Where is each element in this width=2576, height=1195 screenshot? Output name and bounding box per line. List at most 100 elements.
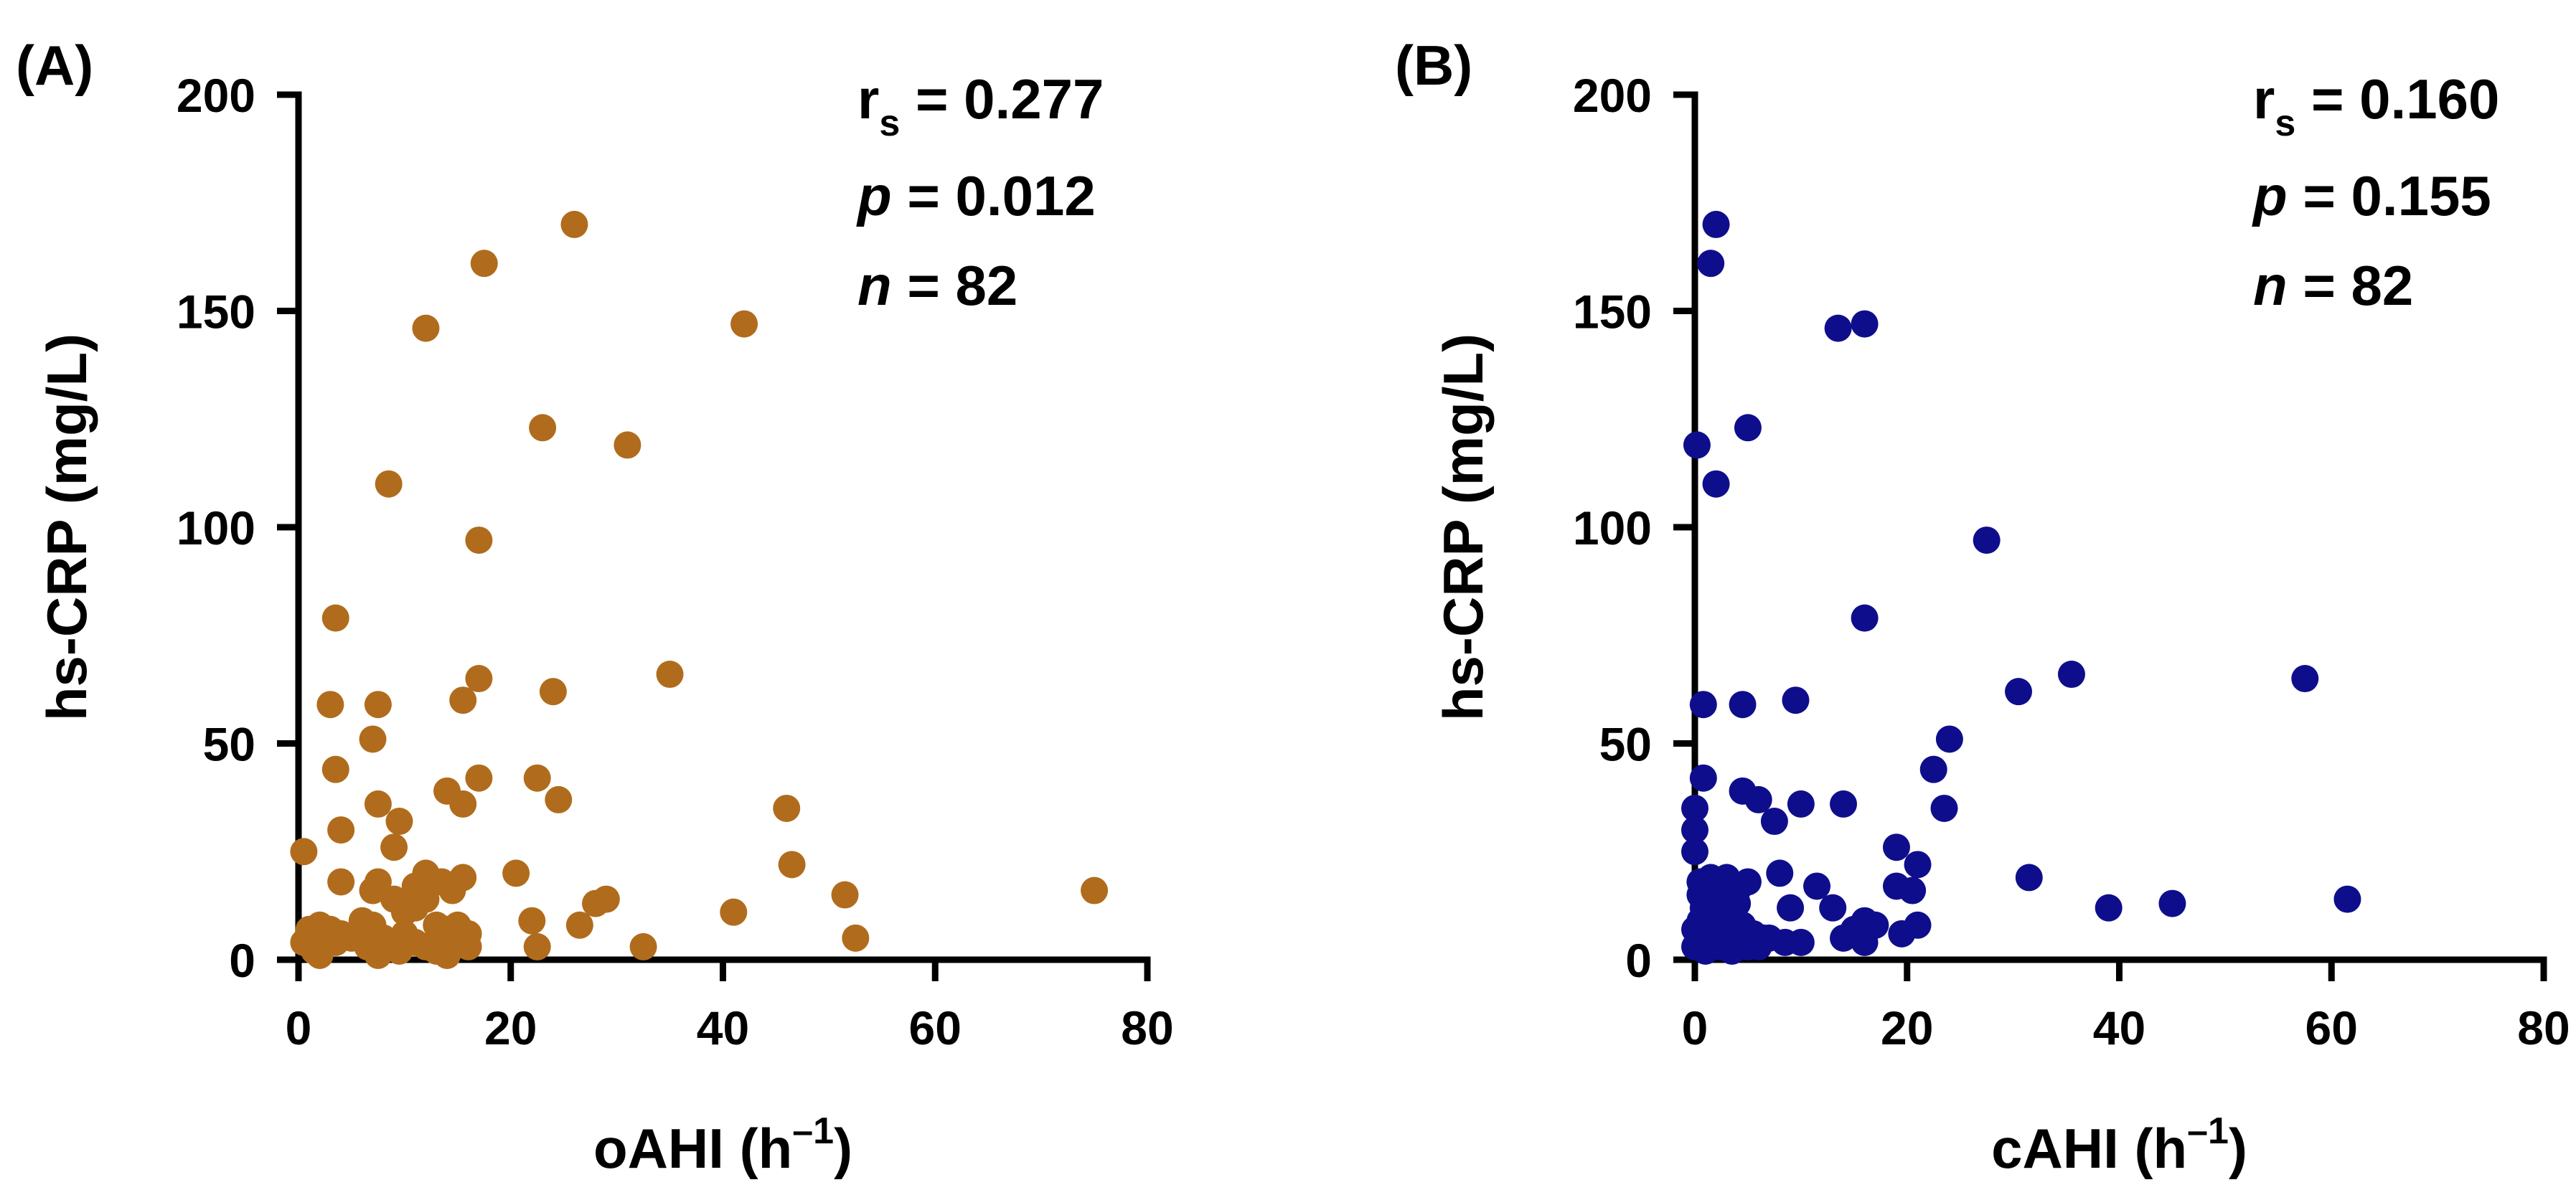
data-point (1787, 928, 1815, 956)
data-point (1919, 755, 1947, 783)
data-point (1851, 604, 1879, 632)
data-point (1787, 790, 1815, 818)
data-point (1830, 790, 1858, 818)
data-point (1683, 431, 1711, 459)
data-point (1888, 920, 1916, 948)
y-tick-label: 100 (1573, 501, 1652, 554)
data-point (2057, 661, 2085, 689)
data-point (1702, 470, 1730, 498)
x-axis-title-unit: (h (2134, 1117, 2187, 1180)
data-point (2005, 678, 2033, 706)
data-point (1702, 210, 1730, 238)
data-point (1819, 894, 1847, 922)
data-point (1681, 794, 1708, 822)
data-point (1689, 764, 1717, 792)
x-axis-title-space (2119, 1117, 2135, 1180)
data-point (327, 816, 355, 844)
stat-n-label: n (2253, 254, 2288, 317)
stat-p-value: = 0.012 (892, 164, 1096, 227)
data-point (1689, 691, 1717, 719)
data-point (614, 431, 641, 459)
y-tick-label: 150 (177, 285, 255, 339)
x-axis-title-exponent: –1 (2187, 1110, 2229, 1152)
data-point (412, 314, 440, 342)
data-point (1734, 414, 1762, 442)
panel-label: (A) (16, 34, 93, 97)
data-point (582, 889, 610, 917)
x-tick-label: 60 (909, 1001, 962, 1054)
panel-a: (A) 0 20 40 60 80 0 50 100 150 200 hs-CRP (mg/L) oAH… (16, 34, 1174, 1180)
data-point (2158, 889, 2186, 917)
stat-rs-subscript: s (2275, 103, 2295, 144)
y-tick-label: 150 (1573, 285, 1652, 339)
data-point (438, 877, 466, 904)
data-point (465, 665, 493, 693)
data-point (1830, 924, 1858, 952)
data-point (778, 851, 806, 879)
x-tick-label: 80 (2517, 1001, 2570, 1054)
data-point (2015, 864, 2043, 892)
x-axis-title-exponent: –1 (792, 1110, 834, 1152)
x-tick-label: 20 (1881, 1001, 1933, 1054)
data-point (2095, 894, 2123, 922)
data-point (327, 868, 355, 896)
data-point (1899, 877, 1927, 904)
y-tick-label: 50 (1599, 718, 1652, 771)
data-point (1729, 691, 1757, 719)
data-point (1851, 310, 1879, 338)
data-point (518, 907, 546, 935)
data-point (293, 924, 321, 952)
data-point (565, 911, 593, 939)
data-point (1851, 928, 1879, 956)
data-point (385, 937, 413, 965)
x-tick-label: 20 (484, 1001, 537, 1054)
data-point (502, 859, 530, 887)
x-tick-label: 40 (697, 1001, 749, 1054)
stat-p: p = 0.155 (2252, 164, 2491, 227)
y-tick-label: 50 (203, 718, 255, 771)
stat-p-label: p (856, 164, 892, 227)
x-tick-label: 0 (1682, 1001, 1708, 1054)
data-point (1729, 777, 1757, 805)
data-point (375, 470, 403, 498)
y-tick-label: 100 (177, 501, 255, 554)
data-point (831, 881, 859, 909)
data-point (656, 661, 684, 689)
scatter-points (290, 210, 1109, 969)
data-point (321, 604, 349, 632)
y-axis-title: hs-CRP (mg/L) (35, 334, 98, 721)
data-point (1930, 794, 1958, 822)
data-point (1824, 314, 1852, 342)
data-point (1973, 526, 2001, 554)
stat-rs-value: = 0.160 (2295, 67, 2499, 131)
panel-label: (B) (1395, 34, 1472, 97)
x-tick-label: 60 (2305, 1001, 2358, 1054)
data-point (1803, 872, 1831, 900)
x-axis-title-space (724, 1117, 740, 1180)
stat-rs-value: = 0.277 (900, 67, 1104, 131)
data-point (773, 794, 801, 822)
stat-rs-subscript: s (879, 103, 900, 144)
data-point (1760, 808, 1788, 836)
data-point (359, 877, 387, 904)
data-point (1882, 833, 1910, 861)
data-point (364, 790, 392, 818)
data-point (348, 920, 376, 948)
stat-p: p = 0.012 (856, 164, 1096, 227)
data-point (523, 932, 551, 960)
y-tick-label: 0 (1625, 934, 1652, 987)
data-point (470, 250, 498, 278)
stat-rs: rs = 0.160 (2253, 67, 2499, 144)
data-point (1697, 250, 1725, 278)
stat-n-value: = 82 (892, 254, 1018, 317)
data-point (529, 414, 557, 442)
data-point (560, 210, 588, 238)
stat-n: n = 82 (2253, 254, 2413, 317)
data-point (2291, 665, 2319, 693)
data-point (1766, 859, 1794, 887)
stat-p-value: = 0.155 (2288, 164, 2491, 227)
data-point (1681, 816, 1708, 844)
data-point (539, 678, 567, 706)
stat-n: n = 82 (857, 254, 1017, 317)
